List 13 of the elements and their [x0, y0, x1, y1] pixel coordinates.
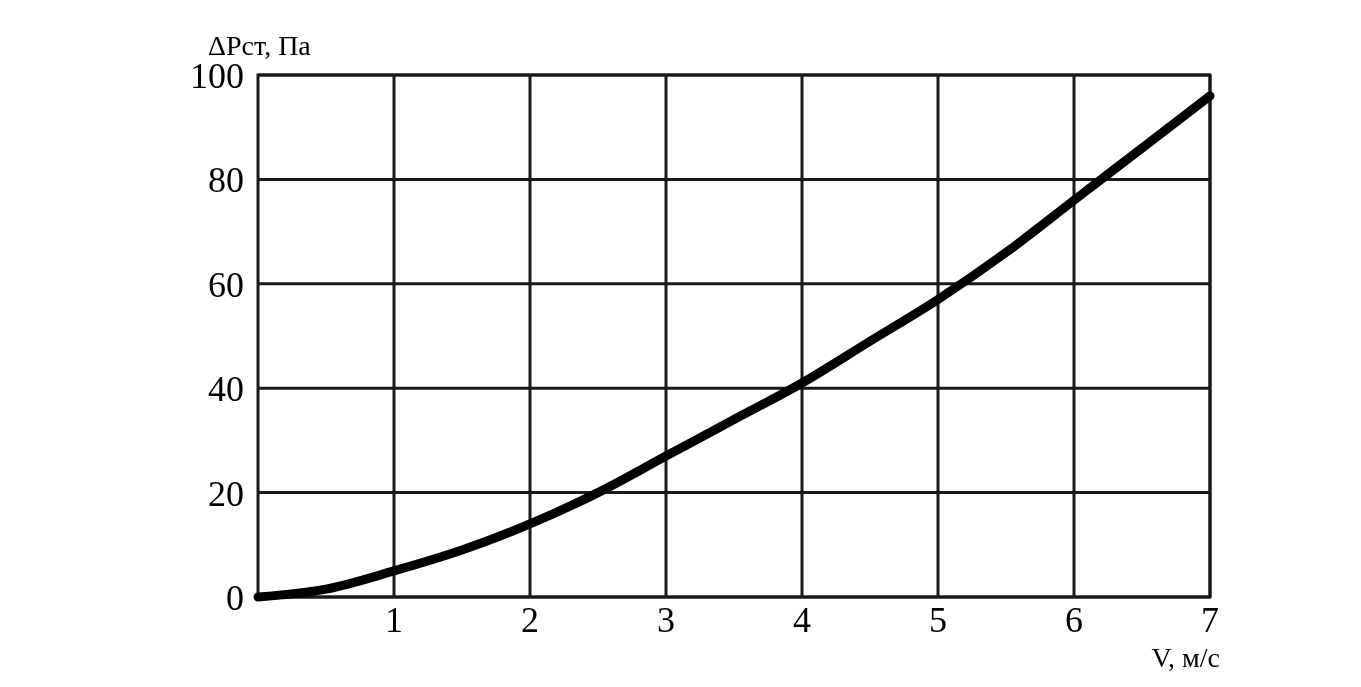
x-tick-label: 7 [1201, 600, 1219, 640]
x-tick-label: 2 [521, 600, 539, 640]
x-tick-label: 1 [385, 600, 403, 640]
y-tick-label: 20 [208, 473, 244, 514]
y-tick-label: 0 [226, 578, 244, 618]
y-tick-label: 40 [208, 369, 244, 410]
x-tick-label: 5 [929, 600, 947, 640]
x-tick-label: 4 [793, 600, 811, 640]
y-tick-label: 80 [208, 160, 244, 201]
x-tick-label: 3 [657, 600, 675, 640]
x-tick-label: 6 [1065, 600, 1083, 640]
x-axis-title: V, м/с [1151, 642, 1220, 673]
y-tick-label: 60 [208, 264, 244, 305]
